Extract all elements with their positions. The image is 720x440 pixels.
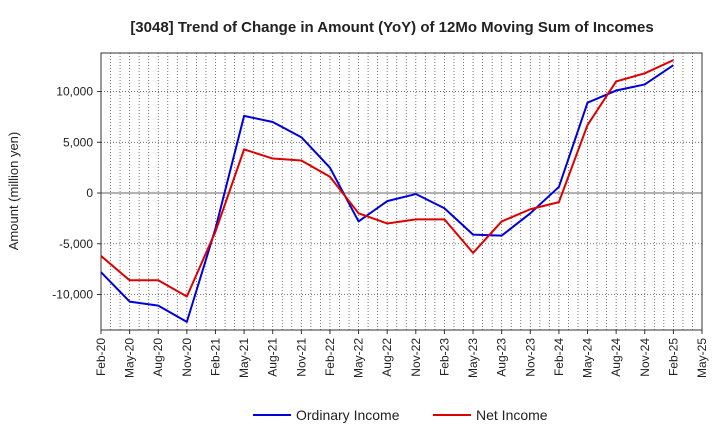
series-net-income [100, 59, 674, 298]
x-tick-label: Aug-24 [609, 338, 623, 377]
y-tick-label: -10,000 [52, 287, 93, 301]
x-tick-label: Feb-22 [323, 338, 337, 376]
series-ordinary-income [100, 64, 674, 323]
y-tick-label: 5,000 [63, 135, 93, 149]
y-axis-label: Amount (million yen) [6, 132, 21, 251]
legend-item: Ordinary Income [253, 407, 400, 423]
x-tick-label: Feb-21 [208, 338, 222, 376]
x-tick-label: Nov-21 [294, 338, 308, 377]
legend: Ordinary Income Net Income [253, 407, 548, 423]
x-tick-label: Feb-23 [437, 338, 451, 376]
x-tick-label: Aug-21 [266, 338, 280, 377]
legend-item: Net Income [433, 407, 548, 423]
x-tick-label: Feb-24 [552, 338, 566, 376]
legend-label: Ordinary Income [296, 407, 400, 423]
x-tick-label: Aug-20 [151, 338, 165, 377]
y-tick-label: 0 [86, 186, 93, 200]
grid [100, 53, 703, 330]
x-tick-label: Aug-23 [495, 338, 509, 377]
legend-label: Net Income [476, 407, 548, 423]
x-tick-label: May-20 [123, 338, 137, 378]
x-tick-label: Aug-22 [380, 338, 394, 377]
x-tick-label: Nov-23 [523, 338, 537, 377]
x-tick-label: May-21 [237, 338, 251, 378]
x-tick-label: Feb-20 [94, 338, 108, 376]
x-tick-label: Nov-20 [180, 338, 194, 377]
x-tick-label: May-22 [352, 338, 366, 378]
x-tick-label: Feb-25 [666, 338, 680, 376]
y-tick-label: -5,000 [59, 237, 93, 251]
x-tick-label: May-25 [695, 338, 709, 378]
chart-title: [3048] Trend of Change in Amount (YoY) o… [130, 19, 653, 36]
plot-frame [100, 52, 703, 331]
plot-area: 10,000 5,000 0 -5,000 -10,000 Feb-20 May-20 Aug… [52, 52, 709, 378]
plot-background [101, 53, 702, 330]
y-tick-label: 10,000 [56, 85, 93, 99]
x-tick-label: Nov-24 [638, 338, 652, 377]
x-tick-label: Nov-22 [409, 338, 423, 377]
x-tick-label: May-23 [466, 338, 480, 378]
x-tick-label: May-24 [581, 338, 595, 378]
